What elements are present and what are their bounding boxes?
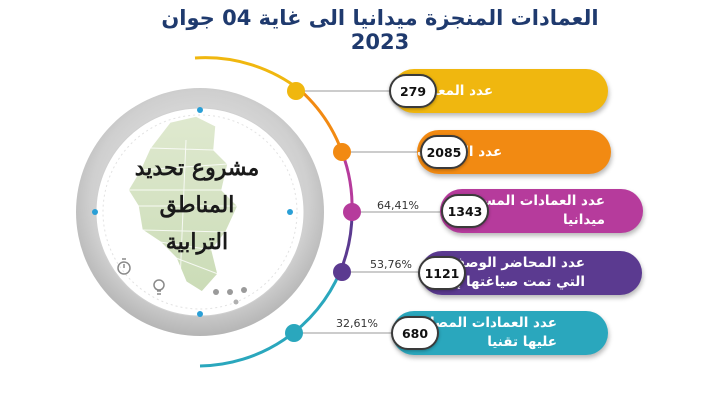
arc-segment-purple — [338, 211, 354, 273]
arc-segment-magenta — [340, 151, 354, 213]
project-title-line2: المناطق — [159, 192, 235, 218]
arc-dot-purple — [333, 263, 351, 281]
stat-percent: 53,76% — [370, 258, 412, 271]
stat-label: عدد المحاضر الوصفية التي تمت صياغتها إدا… — [427, 255, 585, 290]
page-title: العمادات المنجزة ميدانيا الى غاية 04 جوا… — [161, 6, 599, 54]
project-title-line1: مشروع تحديد — [134, 155, 260, 181]
stat-value-badge: 1343 — [441, 194, 489, 228]
arc-segment-yellow — [194, 56, 301, 92]
arc-dot-yellow — [287, 82, 305, 100]
arc-dot-magenta — [343, 203, 361, 221]
stat-value-badge: 1121 — [418, 256, 466, 290]
stat-value-badge: 680 — [391, 316, 439, 350]
project-title-line3: الترابية — [165, 229, 229, 255]
arc-dot-orange — [333, 143, 351, 161]
arc-dot-teal — [285, 324, 303, 342]
stat-percent: 64,41% — [377, 199, 419, 212]
stopwatch-icon — [117, 258, 131, 275]
stat-label: عدد العمادات المصادق عليها تقنيا — [410, 315, 557, 350]
stat-percent: 32,61% — [336, 317, 378, 330]
stat-value-badge: 2085 — [420, 135, 468, 169]
stat-value-badge: 279 — [389, 74, 437, 108]
lightbulb-icon — [153, 279, 165, 295]
arc-segment-orange — [298, 88, 344, 153]
project-title: مشروع تحديد المناطق الترابية — [112, 150, 282, 261]
arc-segment-teal — [199, 271, 342, 368]
